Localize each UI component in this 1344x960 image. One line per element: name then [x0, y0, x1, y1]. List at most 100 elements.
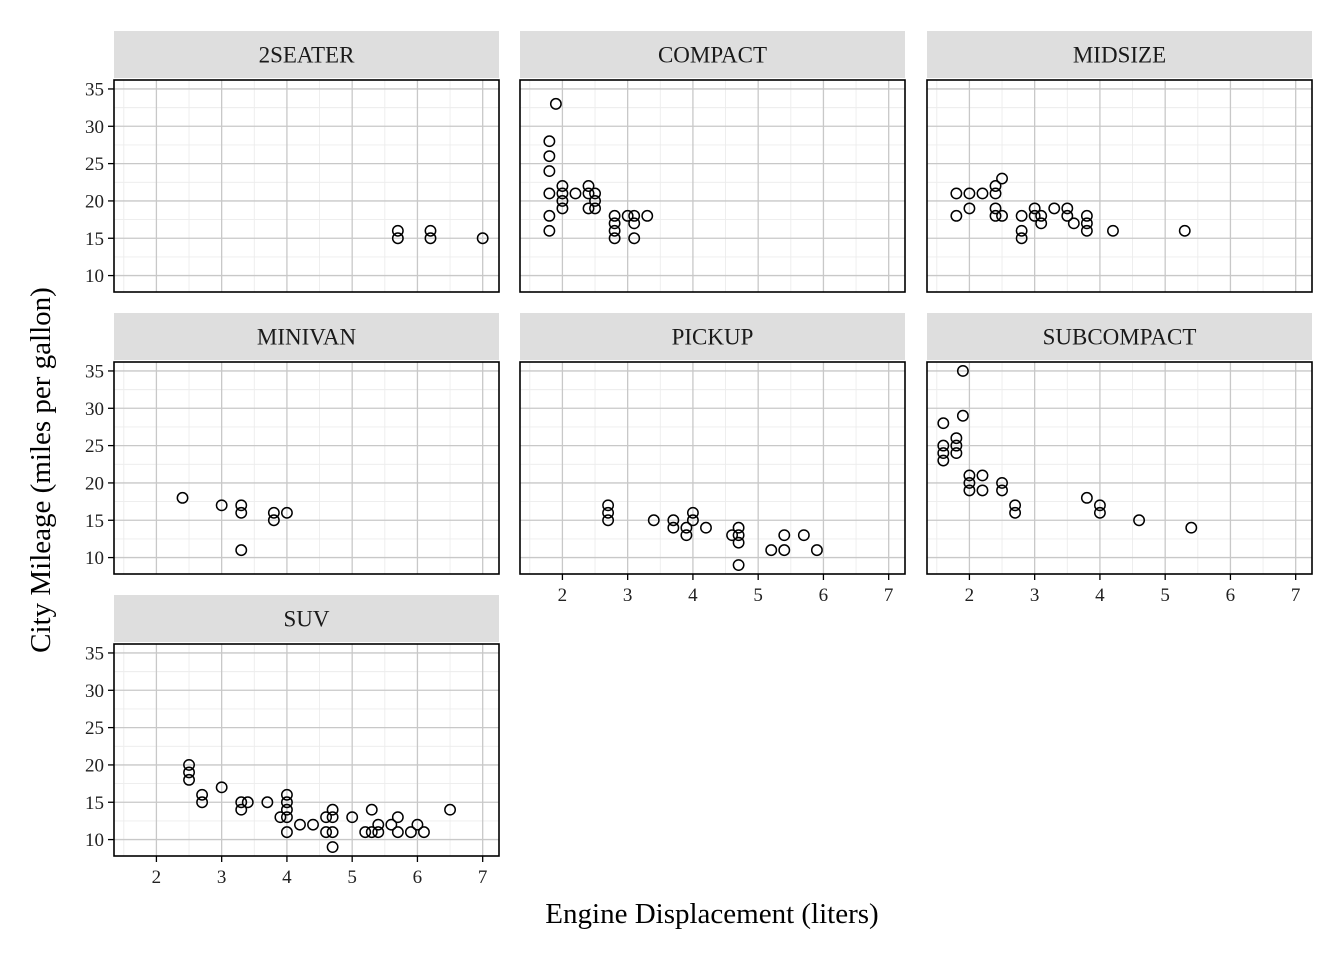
- y-tick-label: 35: [85, 361, 104, 382]
- data-point: [765, 544, 778, 557]
- data-point: [359, 826, 372, 839]
- data-point: [365, 803, 378, 816]
- data-point: [976, 469, 989, 482]
- data-point: [956, 365, 969, 377]
- x-tick-label: 6: [819, 585, 829, 606]
- x-tick-label: 4: [688, 585, 698, 606]
- data-point: [235, 803, 248, 816]
- y-tick-label: 15: [85, 511, 104, 532]
- data-point: [732, 521, 745, 534]
- data-point: [582, 202, 595, 215]
- data-point: [686, 506, 699, 519]
- data-point: [215, 499, 228, 512]
- x-tick-label: 3: [623, 585, 633, 606]
- data-point: [797, 529, 810, 542]
- data-point: [1009, 506, 1022, 519]
- panel-border: [519, 361, 906, 575]
- y-tick-label: 20: [85, 473, 104, 494]
- data-point: [608, 217, 621, 230]
- data-point: [424, 232, 437, 245]
- facet-label: COMPACT: [658, 43, 767, 68]
- data-point: [950, 447, 963, 460]
- data-point: [543, 209, 556, 222]
- data-point: [628, 232, 641, 245]
- data-point: [176, 491, 189, 504]
- data-point: [667, 521, 680, 534]
- data-point: [543, 187, 556, 200]
- data-point: [424, 224, 437, 237]
- data-point: [411, 818, 424, 831]
- data-point: [1035, 217, 1048, 230]
- y-tick-label: 25: [85, 436, 104, 457]
- data-point: [963, 484, 976, 497]
- facet-panel: MINIVAN 10 15 20 25 30 35: [85, 313, 500, 575]
- y-tick-label: 15: [85, 229, 104, 250]
- data-point: [1080, 491, 1093, 504]
- points: [937, 365, 1198, 534]
- facet-label: SUBCOMPACT: [1043, 325, 1197, 350]
- data-point: [963, 187, 976, 200]
- data-point: [963, 202, 976, 215]
- y-tick-label: 10: [85, 830, 104, 851]
- data-point: [274, 811, 287, 824]
- data-point: [1067, 217, 1080, 230]
- y-tick-label: 30: [85, 399, 104, 420]
- y-tick-label: 25: [85, 718, 104, 739]
- data-point: [556, 187, 569, 200]
- data-point: [372, 826, 385, 839]
- data-point: [307, 818, 319, 831]
- data-point: [476, 232, 489, 245]
- data-point: [549, 97, 562, 110]
- data-point: [628, 217, 641, 230]
- data-point: [621, 209, 634, 222]
- facet-panel: SUBCOMPACT 2 3 4 5 6 7: [926, 313, 1313, 606]
- x-tick-label: 2: [965, 585, 975, 606]
- data-point: [1093, 506, 1106, 519]
- y-tick-label: 30: [85, 681, 104, 702]
- points: [391, 224, 489, 245]
- data-point: [1028, 209, 1041, 222]
- data-point: [608, 224, 621, 237]
- data-point: [937, 454, 950, 467]
- x-tick-label: 2: [152, 867, 162, 888]
- data-point: [385, 818, 398, 831]
- data-point: [391, 811, 404, 824]
- data-point: [996, 484, 1008, 497]
- grid: [114, 644, 499, 856]
- data-point: [241, 796, 254, 809]
- data-point: [1178, 224, 1191, 237]
- panel-border: [113, 361, 500, 575]
- data-point: [365, 826, 378, 839]
- data-point: [280, 803, 293, 816]
- y-tick-label: 25: [85, 154, 104, 175]
- data-point: [569, 187, 582, 200]
- data-point: [589, 202, 601, 215]
- data-point: [1028, 202, 1041, 215]
- x-tick-label: 3: [217, 867, 227, 888]
- data-point: [267, 506, 280, 519]
- panel-border: [113, 79, 500, 293]
- panel-border: [926, 361, 1313, 575]
- x-axis-title: Engine Displacement (liters): [545, 898, 878, 930]
- data-point: [602, 514, 615, 527]
- x-tick-label: 6: [1226, 585, 1236, 606]
- data-point: [326, 803, 339, 816]
- x-tick-label: 4: [282, 867, 292, 888]
- data-point: [543, 135, 556, 148]
- data-point: [418, 826, 430, 839]
- data-point: [280, 788, 293, 801]
- data-point: [602, 499, 615, 512]
- data-point: [937, 447, 950, 460]
- data-point: [732, 529, 745, 542]
- panel-border: [113, 643, 500, 857]
- facet-panel: COMPACT: [519, 31, 906, 293]
- data-point: [976, 484, 989, 497]
- x-tick-label: 7: [478, 867, 488, 888]
- data-point: [628, 209, 641, 222]
- data-point: [404, 826, 417, 839]
- data-point: [196, 788, 209, 801]
- data-point: [989, 202, 1002, 215]
- data-point: [326, 826, 339, 839]
- data-point: [320, 811, 333, 824]
